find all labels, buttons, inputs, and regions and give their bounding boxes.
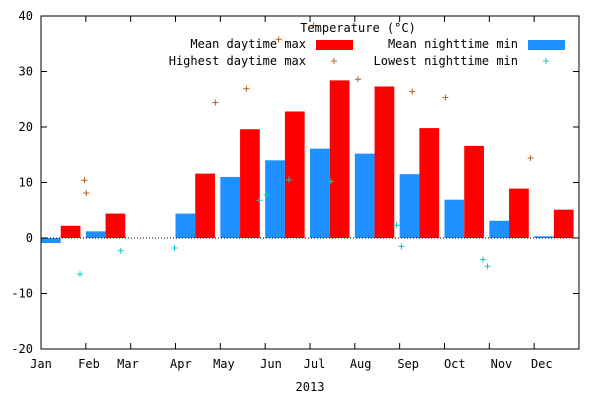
y-tick-label: -20: [11, 342, 33, 356]
legend-swatch: [316, 40, 353, 50]
highest-max-point: [354, 76, 361, 83]
y-tick-label: -10: [11, 287, 33, 301]
x-tick-label: Jul: [304, 357, 326, 371]
x-tick-label: Aug: [350, 357, 372, 371]
daytime-max-bar: [464, 145, 484, 238]
lowest-min-point: [484, 263, 491, 270]
highest-max-point: [83, 190, 90, 197]
lowest-min-point: [117, 247, 124, 254]
daytime-max-bar: [419, 128, 440, 238]
daytime-max-bar: [553, 209, 574, 238]
highest-max-point: [310, 22, 317, 29]
x-tick-label: May: [213, 357, 235, 371]
daytime-max-bar: [195, 173, 215, 238]
x-axis: Jan Feb Mar Apr May Jun Jul Aug Sep Oct Nov Dec: [30, 16, 580, 371]
nighttime-min-bar: [399, 174, 420, 238]
legend: Temperature (°C) Mean daytime max Mean ni…: [169, 21, 565, 68]
nighttime-min-bar: [310, 148, 330, 238]
daytime-max-bar: [60, 225, 81, 238]
highest-max-point: [212, 99, 219, 106]
nighttime-min-bar: [444, 199, 465, 238]
lowest-min-point: [328, 178, 335, 185]
lowest-min-point: [480, 256, 487, 263]
legend-label: Lowest nighttime min: [374, 54, 519, 68]
daytime-max-bar: [509, 188, 529, 238]
x-axis-label: 2013: [296, 380, 325, 394]
daytime-max-bar: [329, 80, 350, 238]
highest-max-point: [442, 94, 449, 101]
legend-label: Highest daytime max: [169, 54, 306, 68]
x-tick-label: Jun: [260, 357, 282, 371]
nighttime-min-bar: [354, 153, 375, 238]
daytime-max-bar: [240, 129, 260, 238]
nighttime-min-bar: [85, 231, 106, 238]
highest-max-point: [275, 36, 282, 43]
daytime-max-bar: [105, 213, 126, 238]
y-tick-label: 30: [19, 65, 33, 79]
x-tick-label: Sep: [397, 357, 419, 371]
y-tick-label: 20: [19, 120, 33, 134]
highest-max-point: [243, 85, 250, 92]
y-tick-label: 0: [26, 231, 33, 245]
legend-title: Temperature (°C): [300, 21, 416, 35]
nighttime-min-bar: [220, 176, 241, 238]
bar-layer: [41, 80, 574, 243]
nighttime-min-bar: [265, 160, 285, 238]
nighttime-min-bar: [489, 220, 510, 238]
lowest-min-point: [285, 176, 292, 183]
y-axis: -20 -10 0 10 20 30 40: [11, 9, 579, 356]
x-tick-label: Oct: [444, 357, 466, 371]
nighttime-min-bar: [41, 238, 61, 243]
lowest-min-point: [263, 191, 270, 198]
lowest-min-point: [398, 243, 405, 250]
highest-max-point: [81, 177, 88, 184]
highest-max-point: [527, 155, 534, 162]
nighttime-min-bar: [534, 236, 554, 238]
nighttime-min-bar: [175, 213, 196, 238]
lowest-min-point: [77, 271, 84, 278]
legend-label: Mean nighttime min: [388, 37, 518, 51]
y-tick-label: 10: [19, 176, 33, 190]
highest-max-point: [409, 88, 416, 95]
lowest-min-point: [256, 197, 263, 204]
point-layer: [77, 22, 534, 278]
x-tick-label: Feb: [78, 357, 100, 371]
x-tick-label: Jan: [30, 357, 52, 371]
daytime-max-bar: [284, 111, 305, 238]
lowest-min-point: [393, 222, 400, 229]
y-tick-label: 40: [19, 9, 33, 23]
x-tick-label: Apr: [170, 357, 192, 371]
x-tick-label: Dec: [531, 357, 553, 371]
legend-label: Mean daytime max: [190, 37, 306, 51]
x-tick-label: Mar: [117, 357, 139, 371]
lowest-min-point: [171, 244, 178, 251]
daytime-max-bar: [374, 86, 395, 238]
x-tick-label: Nov: [491, 357, 513, 371]
legend-swatch: [528, 40, 565, 50]
